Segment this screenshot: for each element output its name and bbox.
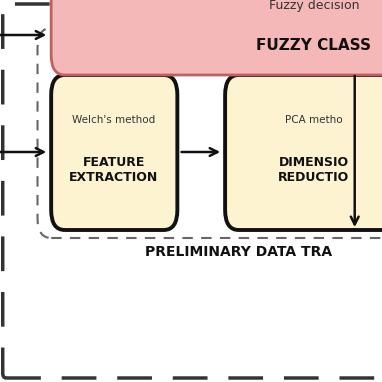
Text: Fuzzy decision: Fuzzy decision [269, 0, 359, 11]
Text: PCA metho: PCA metho [285, 115, 343, 125]
Text: DIMENSIO
REDUCTIO: DIMENSIO REDUCTIO [278, 156, 350, 184]
PathPatch shape [51, 75, 177, 230]
Text: FUZZY CLASS: FUZZY CLASS [256, 37, 371, 52]
PathPatch shape [225, 75, 382, 230]
Text: Welch's method: Welch's method [72, 115, 155, 125]
Text: PRELIMINARY DATA TRA: PRELIMINARY DATA TRA [145, 245, 332, 259]
Text: FEATURE
EXTRACTION: FEATURE EXTRACTION [69, 156, 159, 184]
PathPatch shape [51, 0, 382, 75]
